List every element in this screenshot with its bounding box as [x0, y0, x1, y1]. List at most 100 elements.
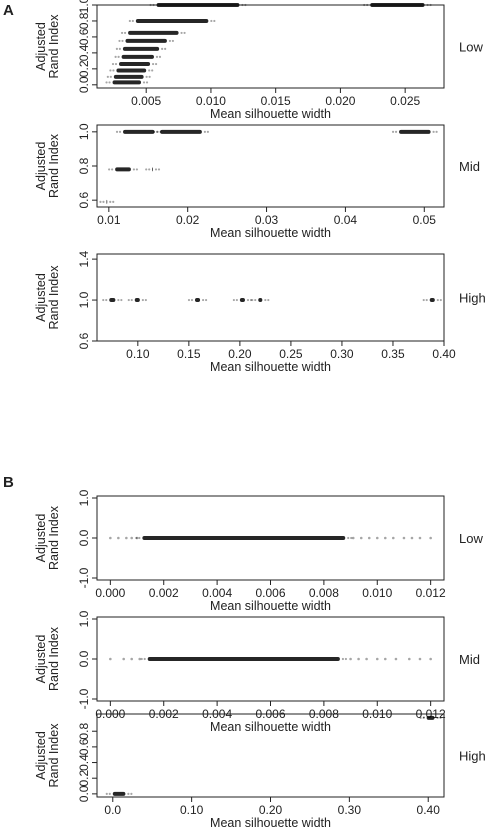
- cluster-core: [135, 18, 209, 23]
- data-point: [140, 657, 143, 661]
- data-point: [436, 298, 439, 302]
- data-point: [123, 31, 127, 35]
- y-axis-title-line: Adjusted: [34, 22, 48, 71]
- data-point: [203, 130, 206, 133]
- data-point: [120, 298, 123, 302]
- chart-a-mid: 0.01 0.02 0.03 0.04 0.05 0.6 0.8 1.0 Mean silhou…: [34, 123, 480, 240]
- y-tick-label: -1.0: [77, 688, 91, 709]
- data-point: [109, 657, 112, 661]
- x-tick-label: 0.35: [381, 347, 405, 361]
- data-point: [419, 716, 422, 720]
- data-point: [244, 3, 247, 7]
- y-axis-title-line: Rand Index: [47, 265, 61, 330]
- data-point: [118, 130, 122, 133]
- point-cluster: [102, 298, 123, 303]
- data-point: [109, 536, 112, 540]
- data-point: [121, 39, 124, 43]
- cluster-core: [142, 536, 346, 540]
- data-point: [120, 31, 124, 35]
- y-tick-label: 1.4: [77, 250, 91, 267]
- data-point: [367, 536, 371, 540]
- plot-frame: [96, 253, 445, 342]
- data-point: [115, 47, 118, 50]
- y-tick-label: 0.4: [77, 754, 91, 771]
- cluster-core: [194, 298, 201, 303]
- x-tick-label: 0.20: [228, 347, 252, 361]
- data-point: [425, 298, 428, 302]
- y-axis-title: AdjustedRand Index: [34, 265, 61, 330]
- y-axis-title-line: Adjusted: [34, 514, 48, 563]
- data-point: [109, 200, 112, 203]
- data-point: [264, 298, 267, 302]
- data-point: [391, 536, 395, 540]
- point-cluster: [152, 129, 209, 134]
- x-tick-label: 0.40: [417, 803, 441, 817]
- data-point: [391, 130, 395, 133]
- data-point: [117, 55, 120, 58]
- data-point: [138, 536, 141, 540]
- data-point: [408, 657, 411, 661]
- data-point: [152, 130, 156, 133]
- data-point: [106, 75, 109, 78]
- data-point: [249, 298, 253, 302]
- data-point: [435, 130, 438, 133]
- cluster-core: [239, 298, 245, 303]
- data-point: [108, 81, 111, 84]
- y-axis-title: AdjustedRand Index: [34, 723, 61, 788]
- y-axis-title-line: Rand Index: [47, 505, 61, 570]
- data-point: [349, 657, 352, 661]
- x-axis-title: Mean silhouette width: [210, 816, 331, 829]
- x-tick-label: 0.010: [196, 94, 226, 108]
- data-point: [145, 75, 148, 78]
- condition-label: Mid: [459, 159, 480, 174]
- cluster-core: [115, 167, 131, 172]
- data-point: [267, 298, 270, 302]
- data-point: [145, 81, 149, 84]
- x-tick-label: 0.15: [177, 347, 201, 361]
- y-axis-title: AdjustedRand Index: [34, 505, 61, 570]
- data-point: [102, 298, 105, 302]
- y-axis-title: AdjustedRand Index: [34, 14, 61, 79]
- data-point: [108, 792, 111, 795]
- data-point: [235, 298, 238, 302]
- data-point: [105, 792, 108, 795]
- data-point: [187, 298, 191, 302]
- y-tick-label: 0.2: [77, 60, 91, 77]
- x-tick-label: 0.015: [261, 94, 291, 108]
- data-point: [201, 298, 205, 302]
- data-point: [117, 298, 120, 302]
- data-point: [141, 298, 144, 302]
- cluster-core: [399, 129, 431, 134]
- data-point: [111, 62, 115, 66]
- data-point: [383, 657, 387, 661]
- data-point: [128, 19, 131, 23]
- data-point: [422, 298, 425, 302]
- data-point: [158, 55, 162, 58]
- y-tick-label: 0.8: [77, 12, 91, 29]
- data-point: [149, 3, 152, 7]
- data-point: [183, 31, 186, 35]
- data-point: [190, 298, 194, 302]
- y-axis-title: AdjustedRand Index: [34, 626, 61, 691]
- data-point: [142, 81, 146, 84]
- data-point: [127, 792, 130, 795]
- data-point: [130, 298, 133, 302]
- data-point: [394, 657, 398, 661]
- x-tick-label: 0.10: [126, 347, 150, 361]
- point-cluster: [140, 657, 347, 661]
- x-axis-title: Mean silhouette width: [210, 720, 331, 734]
- point-cluster: [187, 298, 208, 303]
- cluster-core: [125, 38, 167, 43]
- data-point: [418, 657, 422, 661]
- y-tick-label: 0.2: [77, 770, 91, 787]
- y-tick-label: 1.0: [77, 123, 91, 140]
- cluster-core: [152, 167, 153, 172]
- x-axis-title: Mean silhouette width: [210, 107, 331, 121]
- x-tick-label: 0.012: [416, 586, 446, 600]
- cluster-core: [156, 3, 240, 7]
- point-cluster: [99, 199, 115, 204]
- y-axis-title-line: Rand Index: [47, 14, 61, 79]
- x-axis-title: Mean silhouette width: [210, 360, 331, 374]
